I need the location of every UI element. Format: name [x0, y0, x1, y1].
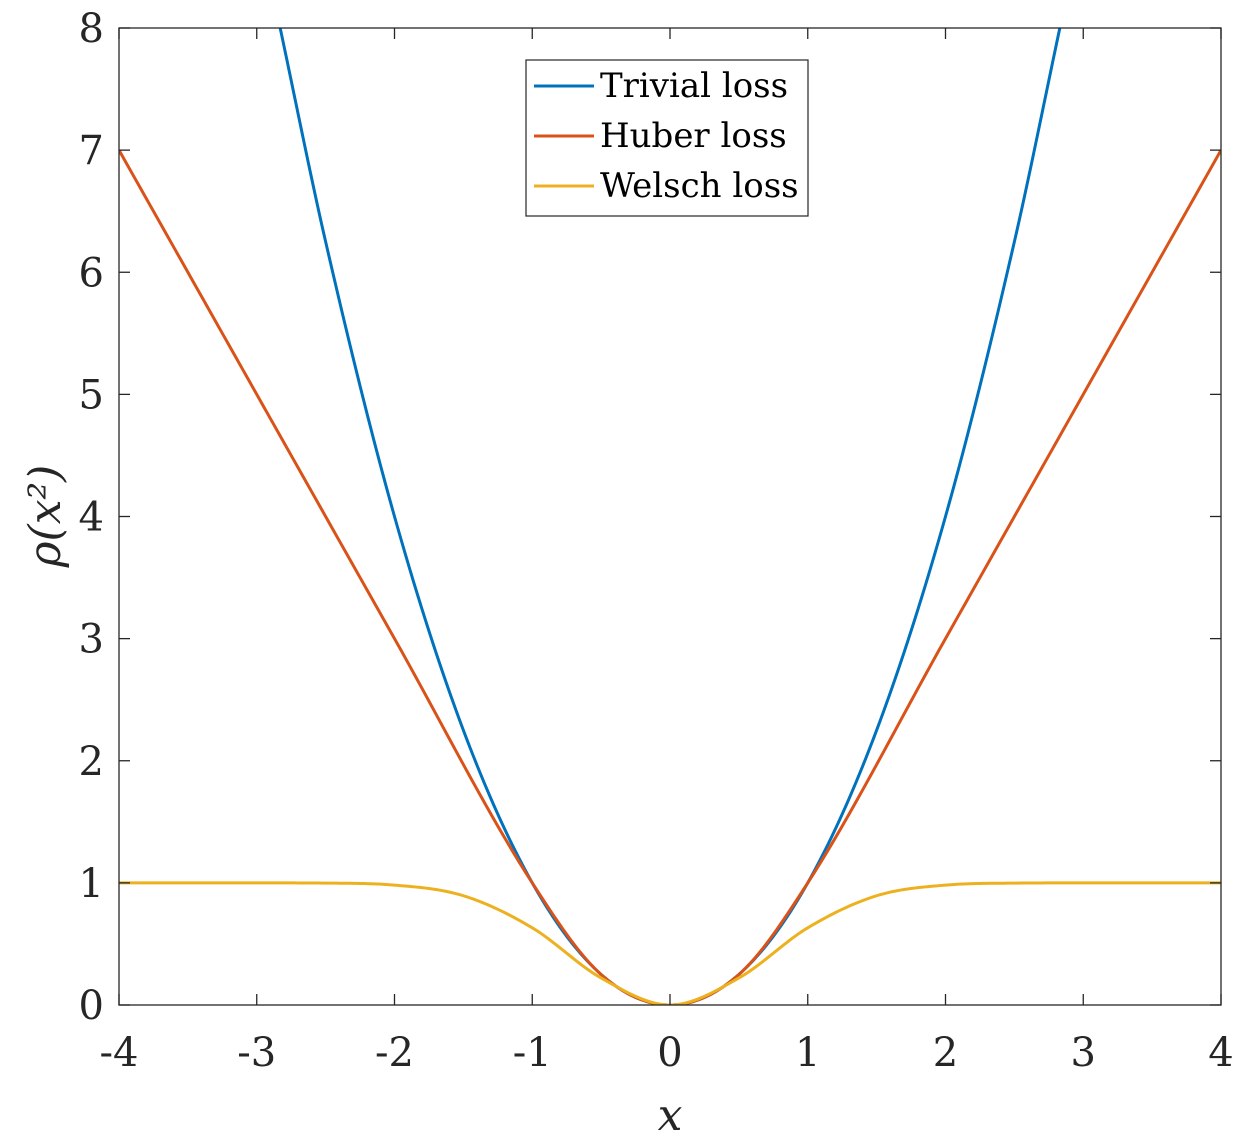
series-layer: [119, 28, 1221, 1005]
legend-label-welsch: Welsch loss: [600, 166, 799, 206]
y-axis-title: ρ(x²): [20, 465, 71, 569]
y-tick-label: 6: [79, 250, 104, 296]
legend-label-trivial: Trivial loss: [600, 66, 788, 106]
x-tick-label: 0: [657, 1030, 682, 1076]
x-tick-label: 4: [1208, 1030, 1233, 1076]
y-tick-label: 7: [79, 128, 104, 174]
welsch-loss-line: [119, 881, 1221, 1005]
y-tick-label: 4: [79, 495, 104, 541]
y-tick-label: 1: [79, 861, 104, 907]
trivial-loss-line: [278, 28, 1062, 1005]
x-tick-label: -4: [100, 1030, 139, 1076]
x-tick-label: -2: [375, 1030, 414, 1076]
x-axis-title: x: [658, 1090, 683, 1139]
x-tick-label: 2: [933, 1030, 958, 1076]
y-tick-label: 5: [79, 372, 104, 418]
legend: Trivial loss Huber loss Welsch loss: [525, 59, 809, 217]
legend-label-huber: Huber loss: [600, 116, 787, 156]
x-tick-labels: -4 -3 -2 -1 0 1 2 3 4: [100, 1030, 1234, 1076]
y-tick-label: 0: [79, 983, 104, 1029]
x-tick-label: -3: [237, 1030, 276, 1076]
x-tick-label: -1: [513, 1030, 552, 1076]
x-tick-label: 1: [795, 1030, 820, 1076]
x-tick-label: 3: [1071, 1030, 1096, 1076]
y-tick-label: 3: [79, 617, 104, 663]
y-tick-labels: 0 1 2 3 4 5 6 7 8: [79, 6, 104, 1029]
ticks-layer: [118, 27, 1222, 1006]
y-tick-label: 2: [79, 739, 104, 785]
huber-loss-line: [119, 149, 1221, 1005]
y-tick-label: 8: [79, 6, 104, 52]
